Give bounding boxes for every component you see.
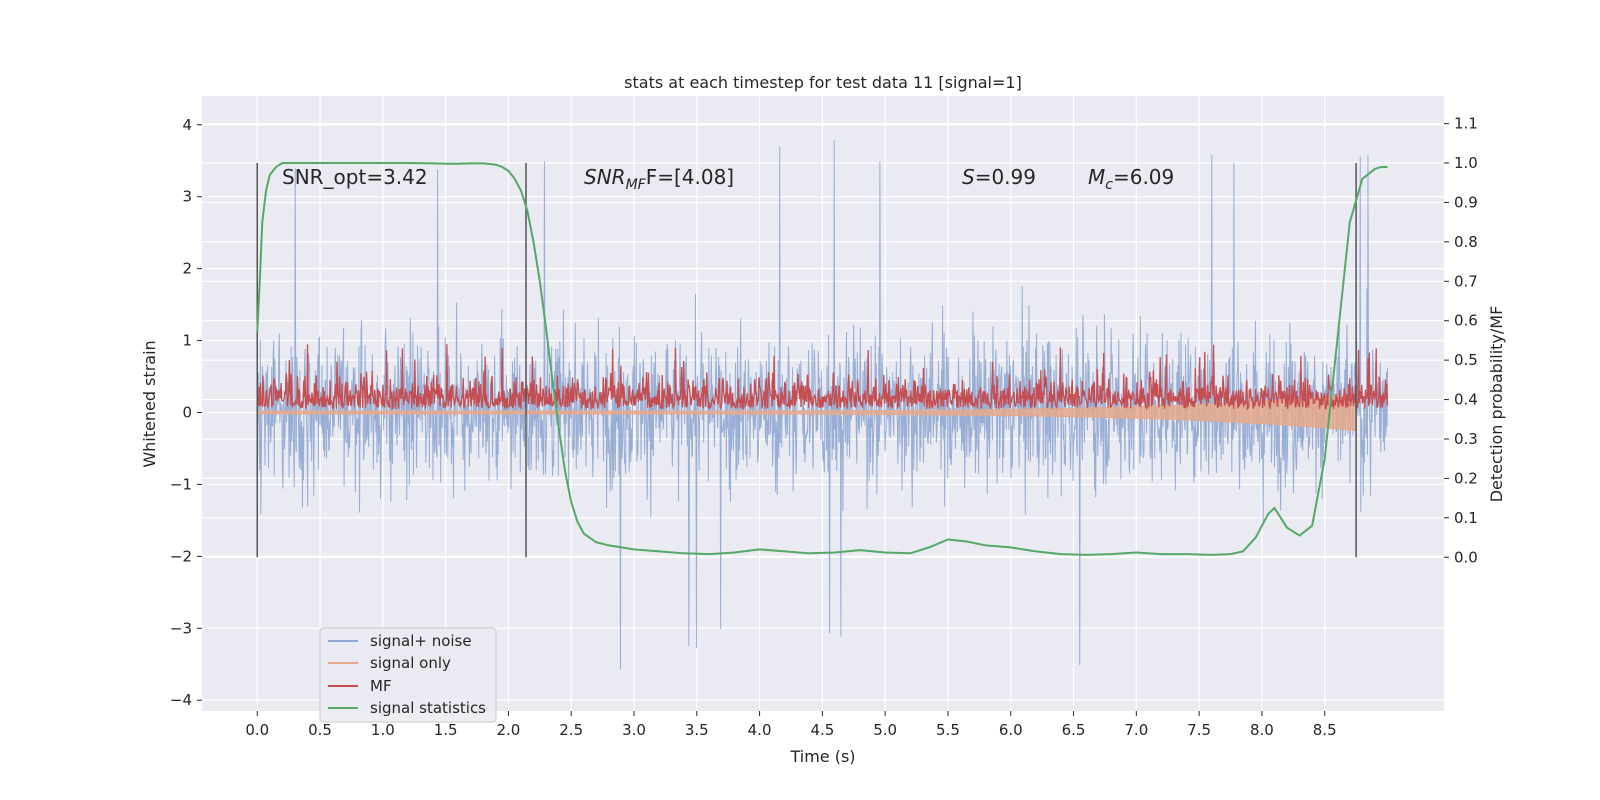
- x-axis-ticks: 0.0 0.5 1.0 1.5 2.0 2.5 3.0 3.5 4.0 4.5 5.0 5.5 6.0 6…: [245, 711, 1337, 739]
- legend-label-mf: MF: [370, 677, 392, 695]
- y2-tick-label: 0.1: [1454, 509, 1478, 527]
- y2-axis-ticks: 1.1 1.0 0.9 0.8 0.7 0.6 0.5 0.4 0.3 0.2 0.1 0.0: [1444, 115, 1478, 566]
- annotation-mc-prefix: M: [1088, 165, 1105, 189]
- legend-label-signal-statistics: signal statistics: [370, 699, 486, 717]
- y-tick-label: −4: [170, 691, 192, 709]
- annotation-snr-mf-sub: MF: [626, 177, 647, 193]
- annotation-snr-opt: SNR_opt=3.42: [282, 165, 428, 189]
- y-tick-label: −1: [170, 475, 192, 493]
- annotation-mc-rest: =6.09: [1113, 165, 1174, 189]
- annotation-snr-mf: SNRMFF=[4.08]: [584, 165, 734, 193]
- x-tick-label: 1.5: [434, 721, 458, 739]
- y2-tick-label: 1.0: [1454, 154, 1478, 172]
- x-tick-label: 8.0: [1250, 721, 1274, 739]
- x-tick-label: 1.0: [371, 721, 395, 739]
- legend: signal+ noise signal only MF signal stat…: [319, 627, 497, 723]
- y2-tick-label: 0.2: [1454, 469, 1478, 487]
- y2-tick-label: 0.5: [1454, 351, 1478, 369]
- y-tick-label: 1: [182, 332, 192, 350]
- y2-tick-label: 0.9: [1454, 193, 1478, 211]
- legend-label-signal-only: signal only: [370, 654, 451, 672]
- annotation-snr-mf-prefix: SNR: [584, 165, 626, 189]
- series-signal-statistics: [256, 162, 1388, 556]
- x-tick-label: 3.5: [685, 721, 709, 739]
- x-tick-label: 7.5: [1187, 721, 1211, 739]
- x-tick-label: 5.5: [936, 721, 960, 739]
- x-tick-label: 2.5: [559, 721, 583, 739]
- y2-tick-label: 0.3: [1454, 430, 1478, 448]
- x-tick-label: 0.0: [245, 721, 269, 739]
- x-tick-label: 4.0: [748, 721, 772, 739]
- y-tick-label: 4: [182, 116, 192, 134]
- y-tick-label: 2: [182, 260, 192, 278]
- y-tick-label: −3: [170, 619, 192, 637]
- y2-tick-label: 0.8: [1454, 233, 1478, 251]
- legend-box: [319, 627, 497, 723]
- x-tick-label: 0.5: [308, 721, 332, 739]
- y2-axis-label: Detection probability/MF: [1487, 306, 1506, 503]
- x-tick-label: 4.5: [810, 721, 834, 739]
- x-tick-label: 8.5: [1313, 721, 1337, 739]
- y-tick-label: 0: [182, 403, 192, 421]
- series-mf: [256, 344, 1389, 411]
- annotation-s: S=0.99: [962, 165, 1036, 189]
- annotation-snr-mf-rest: F=[4.08]: [646, 165, 734, 189]
- y2-tick-label: 1.1: [1454, 115, 1478, 133]
- y-tick-label: −2: [170, 547, 192, 565]
- x-tick-label: 6.0: [999, 721, 1023, 739]
- x-tick-label: 3.0: [622, 721, 646, 739]
- x-axis-label: Time (s): [789, 747, 855, 766]
- x-tick-label: 6.5: [1062, 721, 1086, 739]
- y2-tick-label: 0.0: [1454, 548, 1478, 566]
- y2-tick-label: 0.4: [1454, 391, 1478, 409]
- x-tick-label: 2.0: [496, 721, 520, 739]
- x-tick-label: 7.0: [1124, 721, 1148, 739]
- x-tick-label: 5.0: [873, 721, 897, 739]
- legend-label-signal-noise: signal+ noise: [370, 632, 472, 650]
- annotation-mc: Mc=6.09: [1088, 165, 1174, 193]
- plot-marks: [256, 139, 1389, 670]
- chart-title: stats at each timestep for test data 11 …: [624, 73, 1022, 92]
- y2-tick-label: 0.6: [1454, 312, 1478, 330]
- y-tick-label: 3: [182, 188, 192, 206]
- annotation-s-rest: =0.99: [975, 165, 1036, 189]
- annotation-s-prefix: S: [962, 165, 975, 189]
- y2-tick-label: 0.7: [1454, 272, 1478, 290]
- annotations: SNR_opt=3.42 SNRMFF=[4.08] S=0.99 Mc=6.0…: [282, 165, 1174, 193]
- annotation-mc-sub: c: [1105, 177, 1113, 193]
- y-axis-label: Whitened strain: [140, 340, 159, 467]
- y-axis-ticks: 4 3 2 1 0 −1 −2 −3 −4: [170, 116, 202, 709]
